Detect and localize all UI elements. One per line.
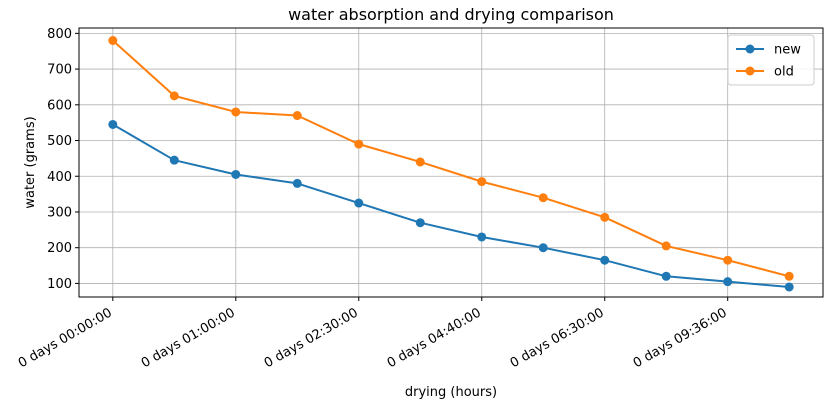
data-point-new (784, 282, 794, 292)
data-point-old (169, 91, 179, 101)
series-points (108, 36, 794, 292)
legend-label-new: new (774, 43, 801, 58)
y-tick-label: 100 (47, 277, 72, 292)
x-tick-label: 0 days 00:00:00 (16, 305, 115, 371)
y-tick-label: 300 (47, 205, 72, 220)
series-line-old (112, 39, 790, 278)
y-axis-label: water (grams) (23, 116, 38, 208)
data-point-new (354, 198, 364, 208)
data-point-old (477, 177, 487, 187)
data-point-new (661, 271, 671, 281)
grid (79, 28, 823, 297)
data-point-old (415, 157, 425, 167)
x-tick-label: 0 days 01:00:00 (139, 305, 238, 371)
data-point-old (292, 111, 302, 121)
y-tick-label: 800 (47, 27, 72, 42)
y-axis-ticks: 100 200 300 400 500 600 700 800 (47, 27, 79, 292)
y-tick-label: 400 (47, 170, 72, 185)
data-point-new (538, 243, 548, 253)
data-point-old (600, 212, 610, 222)
data-point-new (169, 155, 179, 165)
data-point-new (415, 218, 425, 228)
y-tick-label: 200 (47, 241, 72, 256)
x-axis-ticks: 0 days 00:00:00 0 days 01:00:00 0 days 02:… (16, 297, 730, 371)
series-line-new (112, 123, 790, 288)
data-point-old (784, 271, 794, 281)
data-point-new (600, 255, 610, 265)
data-point-new (477, 232, 487, 242)
legend-label-old: old (774, 65, 794, 80)
x-axis-label: drying (hours) (405, 385, 497, 400)
plot-frame (78, 27, 824, 298)
data-point-old (108, 36, 118, 46)
data-point-old (354, 139, 364, 149)
data-point-new (723, 277, 733, 287)
data-point-old (538, 193, 548, 203)
series-lines (112, 39, 790, 288)
y-tick-label: 600 (47, 98, 72, 113)
x-tick-label: 0 days 04:40:00 (385, 305, 484, 371)
data-point-new (108, 119, 118, 129)
data-point-new (231, 169, 241, 179)
x-tick-label: 0 days 02:30:00 (262, 305, 361, 371)
data-point-old (661, 241, 671, 251)
legend-marker-old (745, 66, 755, 76)
chart-title: water absorption and drying comparison (288, 5, 614, 24)
x-tick-label: 0 days 06:30:00 (508, 305, 607, 371)
y-tick-label: 500 (47, 134, 72, 149)
legend-box (727, 34, 815, 86)
legend: new old (727, 34, 815, 86)
x-tick-label: 0 days 09:36:00 (631, 305, 730, 371)
data-point-old (723, 255, 733, 265)
legend-marker-new (745, 44, 755, 54)
data-point-new (292, 178, 302, 188)
data-point-old (231, 107, 241, 117)
y-tick-label: 700 (47, 63, 72, 78)
